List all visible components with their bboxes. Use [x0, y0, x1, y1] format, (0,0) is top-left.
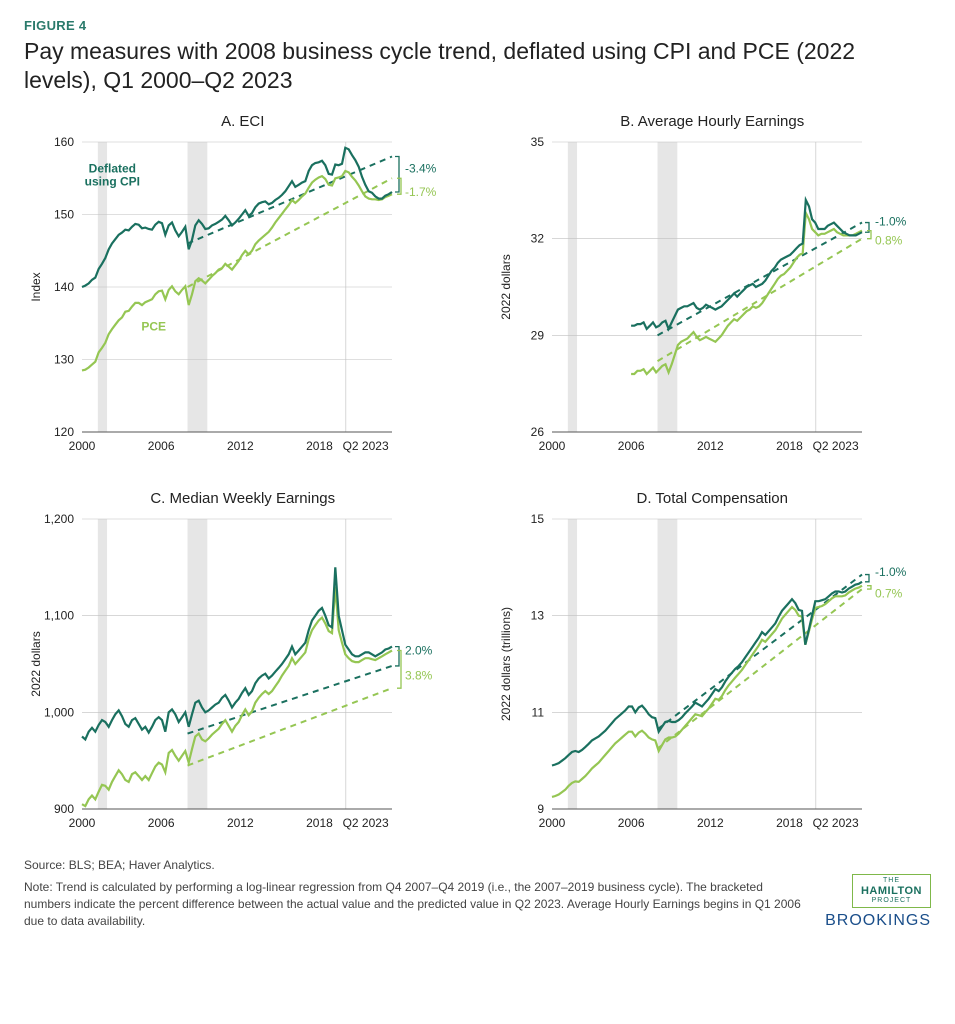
panel-title: A. ECI [24, 113, 462, 130]
series-pce-label: PCE [141, 319, 166, 333]
y-tick-label: 35 [530, 136, 544, 149]
series-pce [82, 586, 392, 805]
trend-pce [657, 589, 861, 749]
pct-cpi: -1.0% [875, 214, 907, 228]
recession-band [188, 519, 208, 809]
trend-cpi [188, 665, 392, 733]
y-tick-label: 140 [54, 280, 74, 294]
x-tick-label: 2006 [617, 816, 644, 830]
chart-A: 120 130 140 150 160 2000 2006 2012 2018 Q2 2023 In… [24, 136, 454, 466]
y-tick-label: 1,100 [44, 608, 74, 622]
pct-pce: 0.7% [875, 586, 903, 600]
panel-B: B. Average Hourly Earnings 26 29 32 35 2000 20… [494, 113, 932, 466]
series-cpi-label: using CPI [85, 174, 140, 188]
panel-title: B. Average Hourly Earnings [494, 113, 932, 130]
x-tick-label: 2018 [776, 439, 803, 453]
figure-title: Pay measures with 2008 business cycle tr… [24, 37, 904, 95]
y-tick-label: 11 [531, 705, 544, 719]
y-tick-label: 13 [530, 608, 544, 622]
trend-cpi [188, 156, 392, 243]
panel-D: D. Total Compensation 9 11 13 15 2000 2006 2012… [494, 490, 932, 843]
y-tick-label: 9 [537, 802, 544, 816]
recession-band [657, 519, 677, 809]
y-axis-label: 2022 dollars [29, 631, 43, 696]
recession-band [567, 519, 576, 809]
note-text: Note: Trend is calculated by performing … [24, 879, 805, 929]
x-tick-label: Q2 2023 [812, 439, 858, 453]
bracket-cpi [865, 574, 869, 581]
pct-cpi: -1.0% [875, 565, 907, 579]
x-tick-label: 2006 [148, 816, 175, 830]
series-pce [82, 171, 392, 370]
y-axis-label: 2022 dollars (trillions) [499, 606, 513, 720]
chart-B: 26 29 32 35 2000 2006 2012 2018 Q2 2023 2022 doll… [494, 136, 924, 466]
x-tick-label: 2006 [617, 439, 644, 453]
pct-pce: 3.8% [405, 668, 433, 682]
trend-pce [188, 688, 392, 765]
x-tick-label: 2012 [696, 816, 723, 830]
y-tick-label: 150 [54, 207, 74, 221]
series-cpi-label: Deflated [89, 161, 136, 175]
y-tick-label: 29 [530, 328, 544, 342]
x-tick-label: 2000 [538, 816, 565, 830]
y-tick-label: 120 [54, 425, 74, 439]
y-axis-label: 2022 dollars [499, 254, 513, 319]
footnotes-row: Source: BLS; BEA; Haver Analytics. Note:… [24, 857, 931, 930]
bracket-pce [867, 585, 871, 588]
chart-C: 900 1,000 1,100 1,200 2000 2006 2012 2018 Q2 202… [24, 513, 454, 843]
x-tick-label: Q2 2023 [343, 816, 389, 830]
chart-D: 9 11 13 15 2000 2006 2012 2018 Q2 2023 2022 dolla… [494, 513, 924, 843]
y-tick-label: 26 [530, 425, 544, 439]
x-tick-label: Q2 2023 [343, 439, 389, 453]
x-tick-label: 2018 [776, 816, 803, 830]
x-tick-label: 2012 [227, 439, 254, 453]
x-tick-label: 2000 [538, 439, 565, 453]
recession-band [98, 519, 107, 809]
pct-pce: 0.8% [875, 233, 903, 247]
bracket-cpi [395, 156, 399, 192]
y-tick-label: 130 [54, 352, 74, 366]
x-tick-label: 2006 [148, 439, 175, 453]
pct-pce: -1.7% [405, 185, 437, 199]
trend-cpi [657, 222, 861, 335]
x-tick-label: Q2 2023 [812, 816, 858, 830]
pct-cpi: 2.0% [405, 643, 433, 657]
recession-band [567, 142, 576, 432]
y-tick-label: 32 [530, 231, 544, 245]
y-tick-label: 900 [54, 802, 74, 816]
source-text: Source: BLS; BEA; Haver Analytics. [24, 857, 805, 874]
panel-title: D. Total Compensation [494, 490, 932, 507]
panel-C: C. Median Weekly Earnings 900 1,000 1,100 1,… [24, 490, 462, 843]
y-axis-label: Index [29, 272, 43, 301]
panel-title: C. Median Weekly Earnings [24, 490, 462, 507]
x-tick-label: 2018 [306, 816, 333, 830]
hamilton-logo: THE HAMILTON PROJECT [852, 874, 931, 907]
panel-A: A. ECI 120 130 140 150 160 2000 2006 2012 2018 Q2 … [24, 113, 462, 466]
x-tick-label: 2000 [69, 816, 96, 830]
brookings-logo: BROOKINGS [825, 912, 931, 930]
logos: THE HAMILTON PROJECT BROOKINGS [825, 874, 931, 929]
series-pce [552, 585, 862, 796]
y-tick-label: 1,000 [44, 705, 74, 719]
x-tick-label: 2000 [69, 439, 96, 453]
bracket-cpi [395, 646, 399, 665]
x-tick-label: 2012 [227, 816, 254, 830]
pct-cpi: -3.4% [405, 161, 437, 175]
x-tick-label: 2018 [306, 439, 333, 453]
x-tick-label: 2012 [696, 439, 723, 453]
trend-pce [657, 238, 861, 360]
recession-band [657, 142, 677, 432]
y-tick-label: 1,200 [44, 513, 74, 526]
figure-label: FIGURE 4 [24, 18, 931, 33]
chart-grid: A. ECI 120 130 140 150 160 2000 2006 2012 2018 Q2 … [24, 113, 931, 843]
y-tick-label: 15 [530, 513, 544, 526]
y-tick-label: 160 [54, 136, 74, 149]
